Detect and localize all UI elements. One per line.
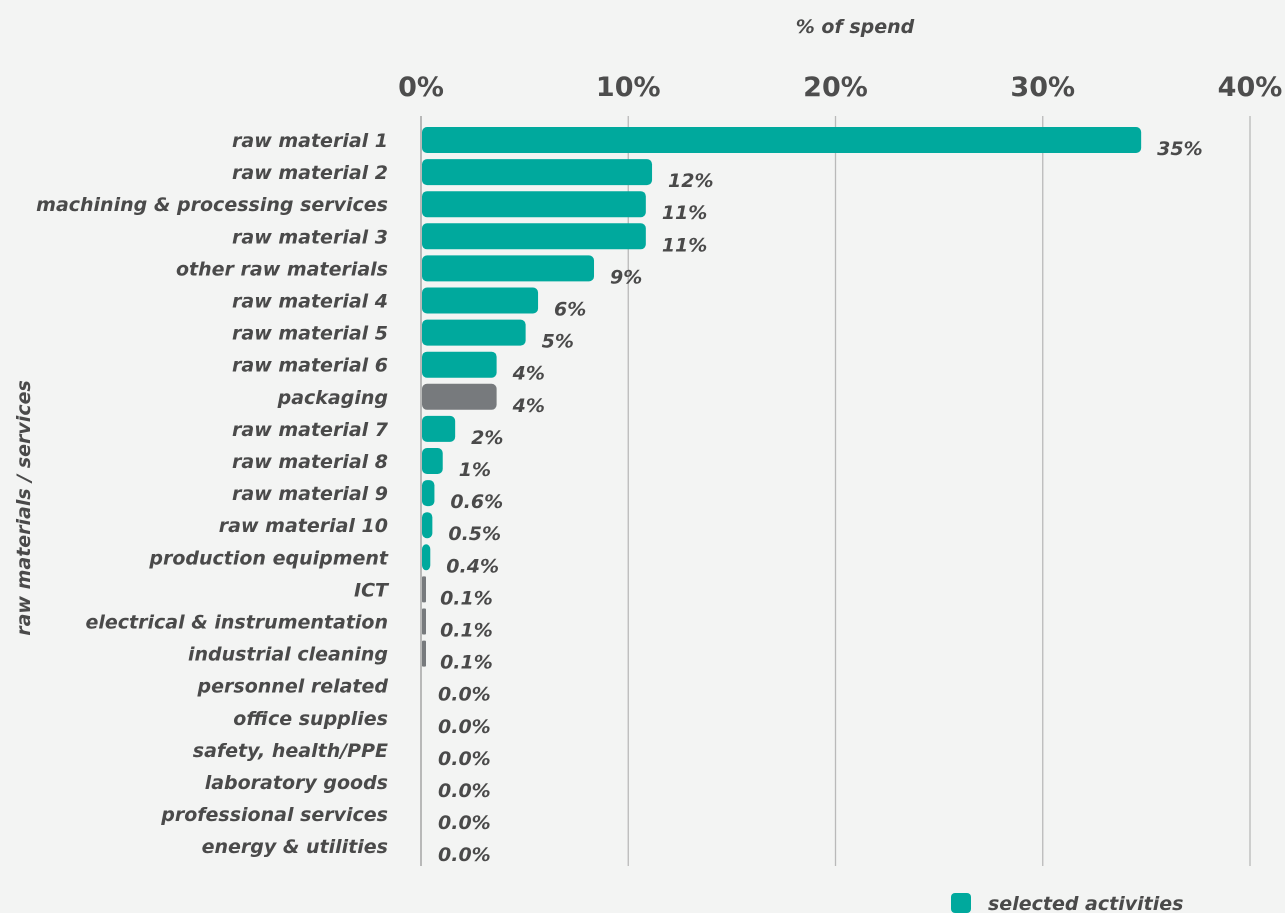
bar xyxy=(422,415,456,442)
bar xyxy=(422,544,431,571)
legend: selected activities xyxy=(951,893,1183,913)
data-label: 9% xyxy=(610,266,642,288)
data-label: 0.0% xyxy=(438,716,491,738)
data-label: 4% xyxy=(512,363,545,385)
category-label: raw material 1 xyxy=(232,130,388,152)
data-label: 0.0% xyxy=(438,812,491,834)
category-label: raw material 10 xyxy=(219,515,388,537)
data-label: 11% xyxy=(662,234,707,256)
bar xyxy=(422,608,426,635)
category-label: energy & utilities xyxy=(202,836,388,858)
data-label: 2% xyxy=(471,427,503,449)
data-label: 0.4% xyxy=(446,555,499,577)
data-label: 4% xyxy=(512,395,545,417)
category-label: raw material 6 xyxy=(232,355,388,377)
bar xyxy=(422,159,653,186)
bar xyxy=(422,191,646,218)
data-label: 0.1% xyxy=(440,652,493,674)
legend-swatch-selected xyxy=(951,893,971,913)
bar xyxy=(422,287,539,314)
category-label: raw material 5 xyxy=(232,323,388,345)
category-label: personnel related xyxy=(197,676,389,698)
category-label: production equipment xyxy=(148,547,389,569)
x-tick-label: 0% xyxy=(398,72,444,103)
x-tick-label: 10% xyxy=(596,72,661,103)
category-label: electrical & instrumentation xyxy=(85,612,388,634)
data-label: 0.0% xyxy=(438,748,491,770)
data-label: 0.0% xyxy=(438,780,491,802)
data-label: 12% xyxy=(668,170,713,192)
data-label: 0.0% xyxy=(438,844,491,866)
category-label: safety, health/PPE xyxy=(193,740,388,762)
data-label: 0.6% xyxy=(450,491,503,513)
data-label: 0.0% xyxy=(438,684,491,706)
data-label: 5% xyxy=(542,331,574,353)
category-label: machining & processing services xyxy=(36,194,388,216)
bar xyxy=(422,512,433,539)
category-label: raw material 3 xyxy=(232,226,388,248)
category-label: raw material 8 xyxy=(232,451,388,473)
bars xyxy=(422,127,1142,667)
data-label: 1% xyxy=(459,459,491,481)
category-label: raw material 7 xyxy=(232,419,389,441)
bar xyxy=(422,255,595,282)
bar xyxy=(422,448,443,474)
category-labels: raw material 1 raw material 2 machining & … xyxy=(36,130,390,858)
bar xyxy=(422,383,497,410)
data-label: 6% xyxy=(554,299,586,321)
bar xyxy=(422,127,1142,153)
category-label: laboratory goods xyxy=(205,772,388,794)
category-label: industrial cleaning xyxy=(188,644,388,666)
x-axis-ticks: 0% 10% 20% 30% 40% xyxy=(398,72,1282,103)
bar xyxy=(422,319,526,346)
category-label: packaging xyxy=(277,387,388,409)
data-label: 0.1% xyxy=(440,620,493,642)
category-label: ICT xyxy=(354,579,390,601)
bar xyxy=(422,640,426,667)
bar xyxy=(422,480,435,507)
category-label: raw material 9 xyxy=(232,483,388,505)
data-label: 35% xyxy=(1157,138,1202,160)
x-axis-title: % of spend xyxy=(796,16,915,38)
bar xyxy=(422,576,426,603)
data-label: 0.5% xyxy=(448,523,501,545)
bar xyxy=(422,223,646,250)
y-axis-title: raw materials / services xyxy=(13,380,35,636)
bar xyxy=(422,351,497,378)
x-tick-label: 40% xyxy=(1218,72,1283,103)
category-label: office supplies xyxy=(233,708,388,730)
legend-label-selected: selected activities xyxy=(988,893,1183,913)
category-label: raw material 4 xyxy=(232,291,388,313)
category-label: other raw materials xyxy=(176,258,388,280)
x-tick-label: 30% xyxy=(1010,72,1075,103)
data-label: 0.1% xyxy=(440,587,493,609)
value-labels: 35% 12% 11% 11% 9% 6% 5% 4% 4% 2% 1% 0.6% 0.5% 0.4% 0.… xyxy=(438,138,1203,866)
x-tick-label: 20% xyxy=(803,72,868,103)
category-label: raw material 2 xyxy=(232,162,388,184)
category-label: professional services xyxy=(160,804,388,826)
data-label: 11% xyxy=(662,202,707,224)
